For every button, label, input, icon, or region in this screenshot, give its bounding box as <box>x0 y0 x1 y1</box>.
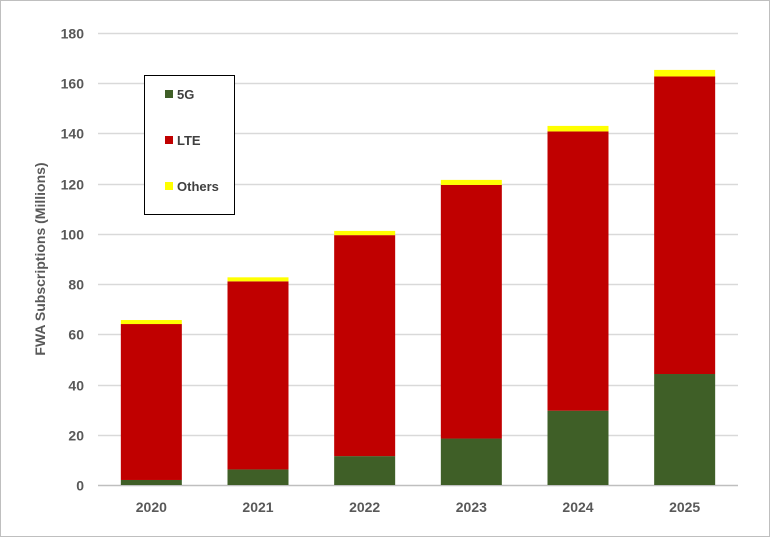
x-tick-label: 2020 <box>136 499 167 515</box>
y-tick-label: 60 <box>68 327 84 343</box>
y-tick-label: 20 <box>68 428 84 444</box>
x-axis-ticks: 2020 2021 2022 2023 2024 2025 <box>136 499 701 515</box>
bar-5g-2020 <box>120 479 182 485</box>
bar-others-2025 <box>654 69 716 77</box>
legend-swatch-5g <box>165 90 173 98</box>
legend-box <box>144 75 235 215</box>
x-tick-label: 2022 <box>349 499 380 515</box>
legend-swatch-others <box>165 182 173 190</box>
bar-others-2022 <box>334 230 396 236</box>
bar-others-2024 <box>547 125 609 132</box>
bar-lte-2021 <box>227 281 289 470</box>
bar-5g-2022 <box>334 456 396 485</box>
y-tick-label: 160 <box>61 76 85 92</box>
bar-5g-2024 <box>547 410 609 485</box>
bar-5g-2021 <box>227 469 289 485</box>
x-tick-label: 2021 <box>242 499 273 515</box>
bar-5g-2023 <box>440 438 502 485</box>
legend: 5G LTE Others <box>165 87 219 194</box>
legend-label-lte: LTE <box>177 133 201 148</box>
bar-lte-2025 <box>654 76 716 375</box>
x-tick-label: 2025 <box>669 499 700 515</box>
bar-others-2020 <box>120 320 182 325</box>
legend-label-5g: 5G <box>177 87 194 102</box>
y-tick-label: 140 <box>61 126 85 142</box>
bars <box>120 69 716 485</box>
bar-lte-2023 <box>440 184 502 439</box>
y-tick-label: 80 <box>68 277 84 293</box>
bar-others-2021 <box>227 277 289 282</box>
bar-5g-2025 <box>654 374 716 485</box>
bar-lte-2024 <box>547 131 609 411</box>
legend-swatch-lte <box>165 136 173 144</box>
y-axis-label: FWA Subscriptions (Millions) <box>32 162 48 355</box>
y-tick-label: 40 <box>68 378 84 394</box>
bar-lte-2020 <box>120 324 182 480</box>
x-tick-label: 2024 <box>562 499 593 515</box>
bar-others-2023 <box>440 179 502 185</box>
bar-lte-2022 <box>334 235 396 457</box>
y-axis-ticks: 0 20 40 60 80 100 120 140 160 180 <box>61 26 85 494</box>
y-tick-label: 180 <box>61 26 85 42</box>
legend-label-others: Others <box>177 179 219 194</box>
y-tick-label: 0 <box>76 478 84 494</box>
y-tick-label: 100 <box>61 227 85 243</box>
x-tick-label: 2023 <box>456 499 487 515</box>
y-tick-label: 120 <box>61 177 85 193</box>
